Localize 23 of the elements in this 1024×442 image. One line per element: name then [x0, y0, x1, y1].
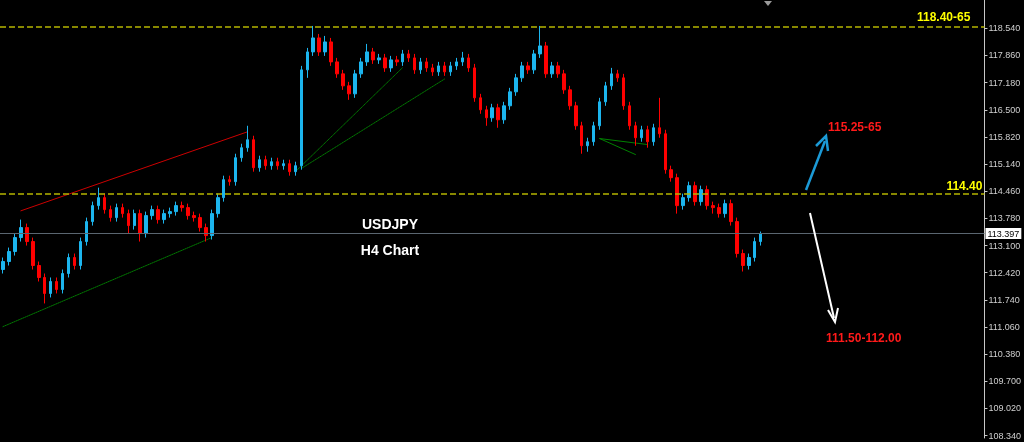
text: H4 Chart [360, 242, 420, 258]
y-tick-label: 113.100 [988, 240, 1021, 251]
annotation: 115.25-65 [828, 120, 882, 134]
y-tick-label: 117.180 [988, 77, 1021, 88]
y-tick-label: 115.820 [988, 131, 1021, 142]
y-tick-label: 109.020 [988, 403, 1022, 414]
y-tick-label: 115.140 [988, 159, 1021, 170]
y-tick-label: 111.740 [988, 294, 1020, 305]
y-tick-label: 117.860 [988, 50, 1021, 61]
y-tick-label: 110.380 [988, 349, 1021, 360]
annotation: 118.40-65 [917, 10, 971, 24]
y-tick-label: 116.500 [988, 104, 1021, 115]
y-tick-label: 112.420 [988, 267, 1021, 278]
y-tick-label: 113.780 [988, 213, 1021, 224]
y-tick-label: 118.540 [988, 23, 1021, 34]
y-tick-label: 111.060 [988, 322, 1020, 332]
ref-line-label: 113.397 [987, 228, 1020, 239]
y-tick-label: 114.460 [988, 186, 1021, 197]
y-tick-label: 109.700 [988, 376, 1022, 387]
y-tick-label: 108.340 [988, 430, 1022, 441]
text: USDJPY [361, 216, 419, 232]
ref-line-label: 114.40 [946, 178, 983, 193]
annotation: 111.50-112.00 [826, 331, 902, 345]
